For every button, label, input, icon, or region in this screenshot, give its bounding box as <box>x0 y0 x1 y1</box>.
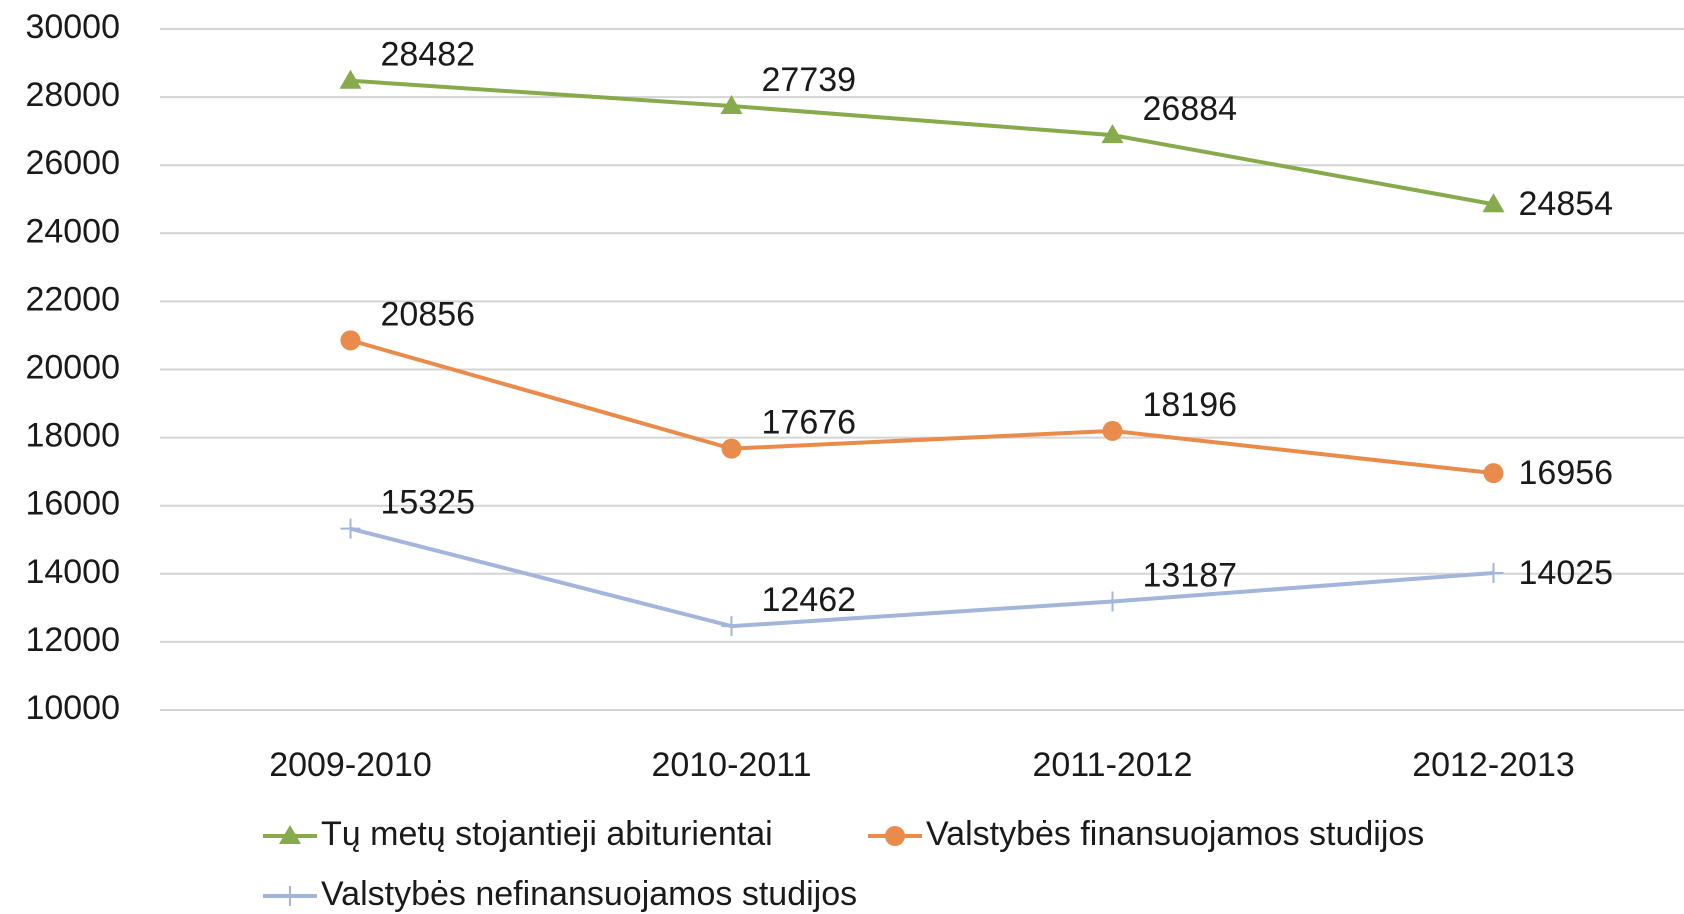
y-tick-label: 12000 <box>25 621 120 659</box>
marker <box>1102 591 1123 612</box>
marker <box>721 616 742 637</box>
marker <box>1483 463 1504 484</box>
y-tick-label: 10000 <box>25 689 120 727</box>
y-tick-label: 26000 <box>25 144 120 182</box>
data-label: 13187 <box>1143 556 1238 594</box>
data-label: 24854 <box>1519 185 1614 223</box>
data-label: 18196 <box>1143 386 1238 424</box>
marker <box>885 826 905 846</box>
y-tick-label: 22000 <box>25 280 120 318</box>
y-tick-label: 30000 <box>25 8 120 46</box>
x-tick-label: 2009-2010 <box>269 746 432 784</box>
y-tick-label: 24000 <box>25 212 120 250</box>
x-tick-label: 2010-2011 <box>651 746 811 784</box>
data-label: 27739 <box>762 61 857 99</box>
marker <box>1102 420 1123 441</box>
data-label: 15325 <box>381 484 476 522</box>
series-line <box>350 526 1494 629</box>
data-label: 26884 <box>1143 90 1238 128</box>
y-tick-label: 20000 <box>25 348 120 386</box>
legend-label: Tų metų stojantieji abiturientai <box>321 815 773 853</box>
x-tick-label: 2011-2012 <box>1032 746 1192 784</box>
data-label: 28482 <box>381 36 476 74</box>
legend-label: Valstybės finansuojamos studijos <box>926 815 1424 853</box>
marker <box>340 330 361 351</box>
marker <box>1482 193 1505 213</box>
y-tick-label: 14000 <box>25 553 120 591</box>
marker <box>1101 124 1124 144</box>
y-tick-label: 28000 <box>25 76 120 114</box>
legend-label: Valstybės nefinansuojamos studijos <box>321 875 857 913</box>
data-label: 16956 <box>1519 454 1614 492</box>
data-label: 12462 <box>762 581 857 619</box>
marker <box>279 825 301 844</box>
marker <box>280 886 300 906</box>
data-label: 14025 <box>1519 554 1614 592</box>
marker <box>720 94 743 114</box>
marker <box>1483 562 1504 583</box>
y-tick-label: 18000 <box>25 417 120 455</box>
data-label: 20856 <box>381 295 476 333</box>
data-label: 17676 <box>762 404 857 442</box>
series-line <box>350 78 1494 207</box>
marker <box>340 518 361 539</box>
x-tick-label: 2012-2013 <box>1412 746 1575 784</box>
marker <box>339 69 362 89</box>
marker <box>721 438 742 459</box>
series-line <box>349 338 1494 476</box>
y-tick-label: 16000 <box>25 485 120 523</box>
